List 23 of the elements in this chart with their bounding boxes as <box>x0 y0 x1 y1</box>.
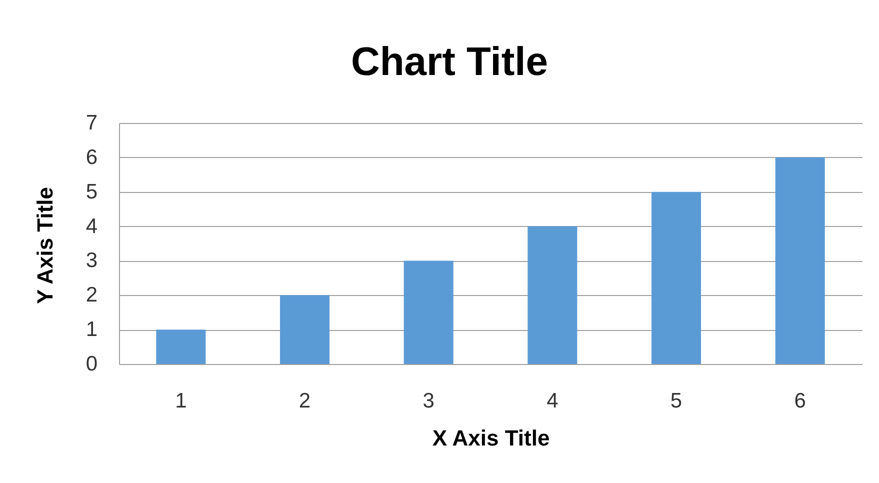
y-tick-label: 0 <box>86 352 98 376</box>
x-tick-label: 6 <box>794 390 806 412</box>
bar <box>775 157 825 364</box>
bar <box>156 330 206 364</box>
y-tick-label: 2 <box>86 284 98 307</box>
x-tick-label: 1 <box>175 390 187 412</box>
bar <box>651 192 702 364</box>
x-tick-label: 4 <box>546 390 559 412</box>
bar <box>528 226 578 364</box>
y-tick-label: 6 <box>86 146 98 169</box>
x-axis-title: X Axis Title <box>432 426 550 450</box>
y-tick-label: 4 <box>86 214 98 238</box>
y-tick-label: 3 <box>86 249 98 272</box>
y-axis-title: Y Axis Title <box>32 187 58 304</box>
y-tick-label: 7 <box>86 112 98 134</box>
x-tick-label: 3 <box>422 390 434 412</box>
y-tick-label: 5 <box>86 180 98 204</box>
x-tick-label: 2 <box>298 390 311 412</box>
bar <box>280 295 330 364</box>
y-tick-label: 1 <box>86 318 98 342</box>
bar <box>404 260 454 364</box>
chart-title: Chart Title <box>350 40 548 84</box>
x-tick-label: 5 <box>670 390 682 412</box>
